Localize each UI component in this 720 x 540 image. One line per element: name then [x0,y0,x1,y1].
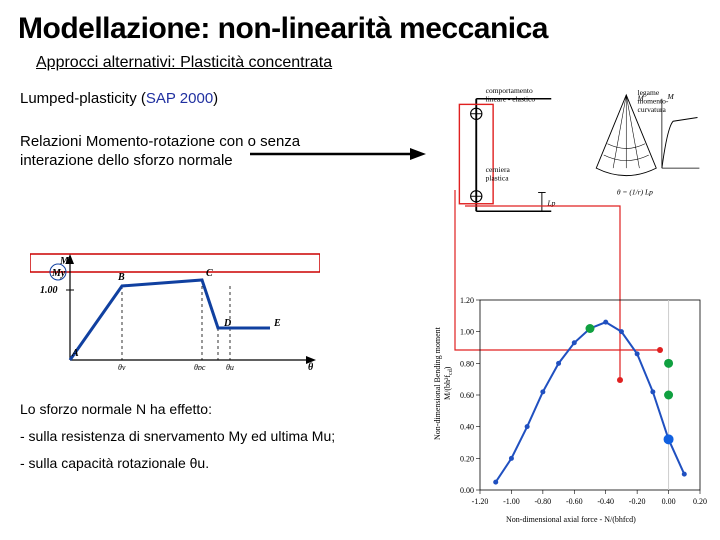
svg-text:0.40: 0.40 [460,423,474,432]
effect-bullet-1: - sulla resistenza di snervamento My ed … [20,427,380,446]
subtitle: Approcci alternativi: Plasticità concent… [0,50,720,72]
label-elastic: comportamento lineare - elastico [486,86,536,103]
ylab-My: My [51,268,66,279]
ylab-M: M [59,256,70,267]
svg-text:-0.60: -0.60 [566,497,583,506]
point-C: C [206,268,213,279]
svg-text:1.20: 1.20 [460,296,474,305]
svg-text:1.00: 1.00 [460,328,474,337]
xaxis-theta: θ [308,362,314,370]
point-A: A [71,348,79,359]
svg-text:0.80: 0.80 [460,359,474,368]
svg-text:-1.00: -1.00 [503,497,520,506]
theta-u: θu [226,363,234,370]
moment-rotation-chart: M My 1.00 B C D E A θy θpc θu θ [30,250,320,370]
svg-text:0.60: 0.60 [460,391,474,400]
svg-text:-0.40: -0.40 [597,497,614,506]
point-D: D [223,318,231,329]
lumped-prefix: Lumped-plasticity ( [20,90,146,107]
svg-text:0.00: 0.00 [460,486,474,495]
y-axis-label: Non-dimensional Bending moment M/(bh²fcd… [433,325,454,440]
label-moment-curv: legame momento- curvatura [638,88,671,114]
svg-text:-0.20: -0.20 [629,497,646,506]
theta-y: θy [118,363,126,370]
effect-bullet-2: - sulla capacità rotazionale θu. [20,454,380,473]
theta-p: θpc [194,363,206,370]
point-B: B [117,272,125,283]
svg-text:0.00: 0.00 [662,497,676,506]
svg-text:-0.80: -0.80 [535,497,552,506]
point-E: E [273,318,281,329]
axial-force-effect-text: Lo sforzo normale N ha effetto: - sulla … [20,400,380,481]
lumped-suffix: ) [213,90,218,107]
svg-text:0.20: 0.20 [460,454,474,463]
svg-text:-1.20: -1.20 [472,497,489,506]
effect-intro: Lo sforzo normale N ha effetto: [20,400,380,419]
svg-text:0.20: 0.20 [693,497,707,506]
page-title: Modellazione: non-linearità meccanica [0,0,720,50]
interaction-diagram: 0.00 0.20 0.40 0.60 0.80 1.00 1.20 -1.20 -1.00 -0… [426,290,716,530]
ytick-one: 1.00 [40,285,58,296]
lumped-link: SAP 2000 [146,90,213,107]
x-axis-label: Non-dimensional axial force - N/(bhfcd) [506,515,636,524]
